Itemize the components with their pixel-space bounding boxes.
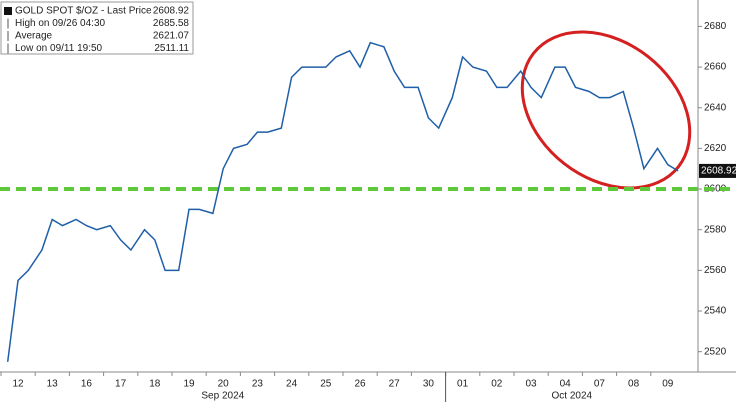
last-price-tag bbox=[699, 163, 736, 178]
legend-value: 2511.11 bbox=[154, 43, 189, 54]
month-label: Oct 2024 bbox=[552, 391, 593, 402]
legend-label: Low on 09/11 19:50 bbox=[15, 43, 103, 54]
y-tick-label: 2640 bbox=[704, 102, 727, 113]
x-tick-label: 13 bbox=[47, 379, 59, 390]
x-tick-label: 08 bbox=[628, 379, 640, 390]
legend-label: High on 09/26 04:30 bbox=[15, 18, 106, 29]
legend-swatch bbox=[4, 7, 12, 15]
y-tick-label: 2580 bbox=[704, 224, 727, 235]
x-tick-label: 16 bbox=[81, 379, 93, 390]
legend-value: 2685.58 bbox=[153, 18, 190, 29]
legend-box bbox=[0, 1, 194, 55]
x-tick-label: 03 bbox=[525, 379, 537, 390]
y-tick-label: 2680 bbox=[704, 21, 727, 32]
legend-value: 2621.07 bbox=[153, 31, 190, 42]
x-tick-label: 19 bbox=[183, 379, 195, 390]
month-label: Sep 2024 bbox=[201, 391, 244, 402]
x-tick-label: 07 bbox=[594, 379, 606, 390]
x-tick-label: 26 bbox=[354, 379, 366, 390]
legend-label: GOLD SPOT $/OZ - Last Price bbox=[15, 6, 152, 17]
x-tick-label: 25 bbox=[320, 379, 332, 390]
y-tick-label: 2660 bbox=[704, 62, 727, 73]
y-tick-label: 2620 bbox=[704, 143, 727, 154]
x-tick-label: 04 bbox=[560, 379, 572, 390]
x-tick-label: 23 bbox=[252, 379, 264, 390]
x-tick-label: 18 bbox=[149, 379, 161, 390]
x-tick-label: 27 bbox=[389, 379, 401, 390]
x-tick-label: 12 bbox=[12, 379, 24, 390]
legend-value: 2608.92 bbox=[153, 6, 190, 17]
x-tick-label: 02 bbox=[491, 379, 503, 390]
x-tick-label: 20 bbox=[218, 379, 230, 390]
y-tick-label: 2560 bbox=[704, 265, 727, 276]
price-line bbox=[6, 41, 679, 362]
x-tick-label: 09 bbox=[662, 379, 674, 390]
y-tick-label: 2540 bbox=[704, 306, 727, 317]
x-tick-label: 17 bbox=[115, 379, 127, 390]
legend-label: Average bbox=[15, 31, 53, 42]
highlight-ellipse bbox=[520, 30, 692, 190]
last-price-label: 2608.92 bbox=[701, 166, 736, 177]
y-tick-label: 2600 bbox=[704, 184, 727, 195]
x-tick-label: 01 bbox=[457, 379, 469, 390]
x-tick-label: 30 bbox=[423, 379, 435, 390]
x-tick-label: 24 bbox=[286, 379, 298, 390]
y-tick-label: 2520 bbox=[704, 346, 727, 357]
